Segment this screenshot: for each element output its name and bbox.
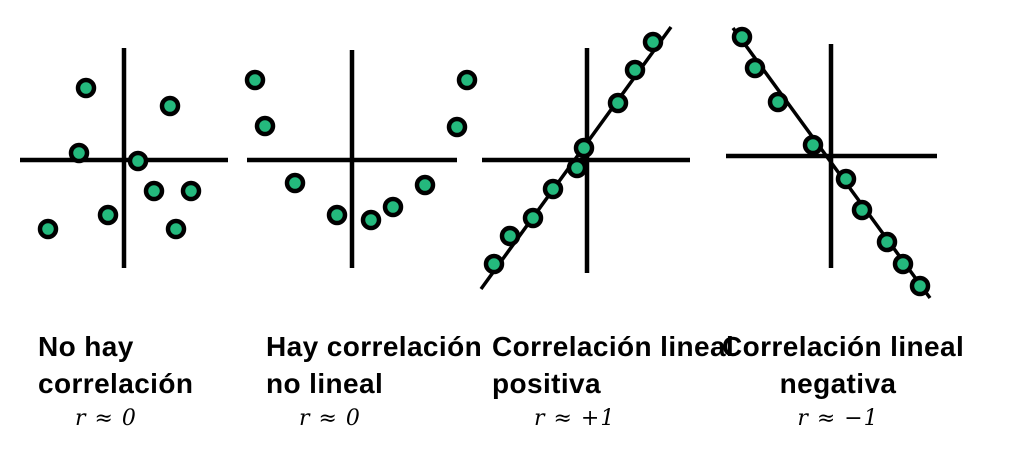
label-no-correlation: No hay correlación r ≈ 0 — [38, 328, 193, 432]
label-title-line1: Hay correlación — [266, 331, 483, 362]
r-value-label: r ≈ +1 — [534, 406, 616, 431]
data-point — [97, 204, 119, 226]
data-point — [143, 180, 165, 202]
data-point — [414, 174, 436, 196]
data-point — [159, 95, 181, 117]
data-point — [180, 180, 202, 202]
data-point — [802, 134, 824, 156]
data-point — [835, 168, 857, 190]
data-point — [566, 157, 588, 179]
label-title-line1: Correlación lineal — [722, 331, 965, 362]
scatter-plots-canvas — [20, 25, 937, 300]
label-title-line2: positiva — [492, 368, 602, 399]
data-point — [499, 225, 521, 247]
data-point — [254, 115, 276, 137]
data-point — [360, 209, 382, 231]
label-nonlinear-correlation: Hay correlación no lineal r ≈ 0 — [266, 328, 482, 432]
data-point — [624, 59, 646, 81]
r-value-label: r ≈ 0 — [299, 406, 361, 431]
r-value-label: r ≈ −1 — [797, 406, 879, 431]
label-negative-linear-correlation: Correlación lineal negativa r ≈ −1 — [722, 328, 965, 432]
plot-negative-linear-correlation — [726, 26, 937, 300]
label-title-line2: no lineal — [266, 368, 384, 399]
data-point — [642, 31, 664, 53]
data-point — [573, 137, 595, 159]
data-point — [607, 92, 629, 114]
plot-positive-linear-correlation — [479, 25, 690, 291]
data-point — [767, 91, 789, 113]
label-title-line1: Correlación lineal — [492, 331, 735, 362]
data-point — [876, 231, 898, 253]
data-point — [909, 275, 931, 297]
data-point — [75, 77, 97, 99]
plot-nonlinear-correlation — [244, 50, 478, 268]
data-point — [284, 172, 306, 194]
trend-line — [731, 26, 932, 300]
data-point — [851, 199, 873, 221]
label-title-line2: correlación — [38, 368, 194, 399]
data-point — [522, 207, 544, 229]
label-title-line1: No hay — [38, 331, 134, 362]
label-positive-linear-correlation: Correlación lineal positiva r ≈ +1 — [492, 328, 734, 432]
data-point — [456, 69, 478, 91]
data-point — [326, 204, 348, 226]
data-point — [446, 116, 468, 138]
data-point — [127, 150, 149, 172]
data-point — [542, 178, 564, 200]
r-value-label: r ≈ 0 — [75, 406, 137, 431]
data-point — [37, 218, 59, 240]
data-point — [165, 218, 187, 240]
data-point — [744, 57, 766, 79]
data-point — [731, 26, 753, 48]
label-title-line2: negativa — [779, 368, 897, 399]
data-point — [892, 253, 914, 275]
data-point — [244, 69, 266, 91]
plot-no-correlation — [20, 48, 228, 268]
data-point — [483, 253, 505, 275]
data-point — [382, 196, 404, 218]
data-point — [68, 142, 90, 164]
